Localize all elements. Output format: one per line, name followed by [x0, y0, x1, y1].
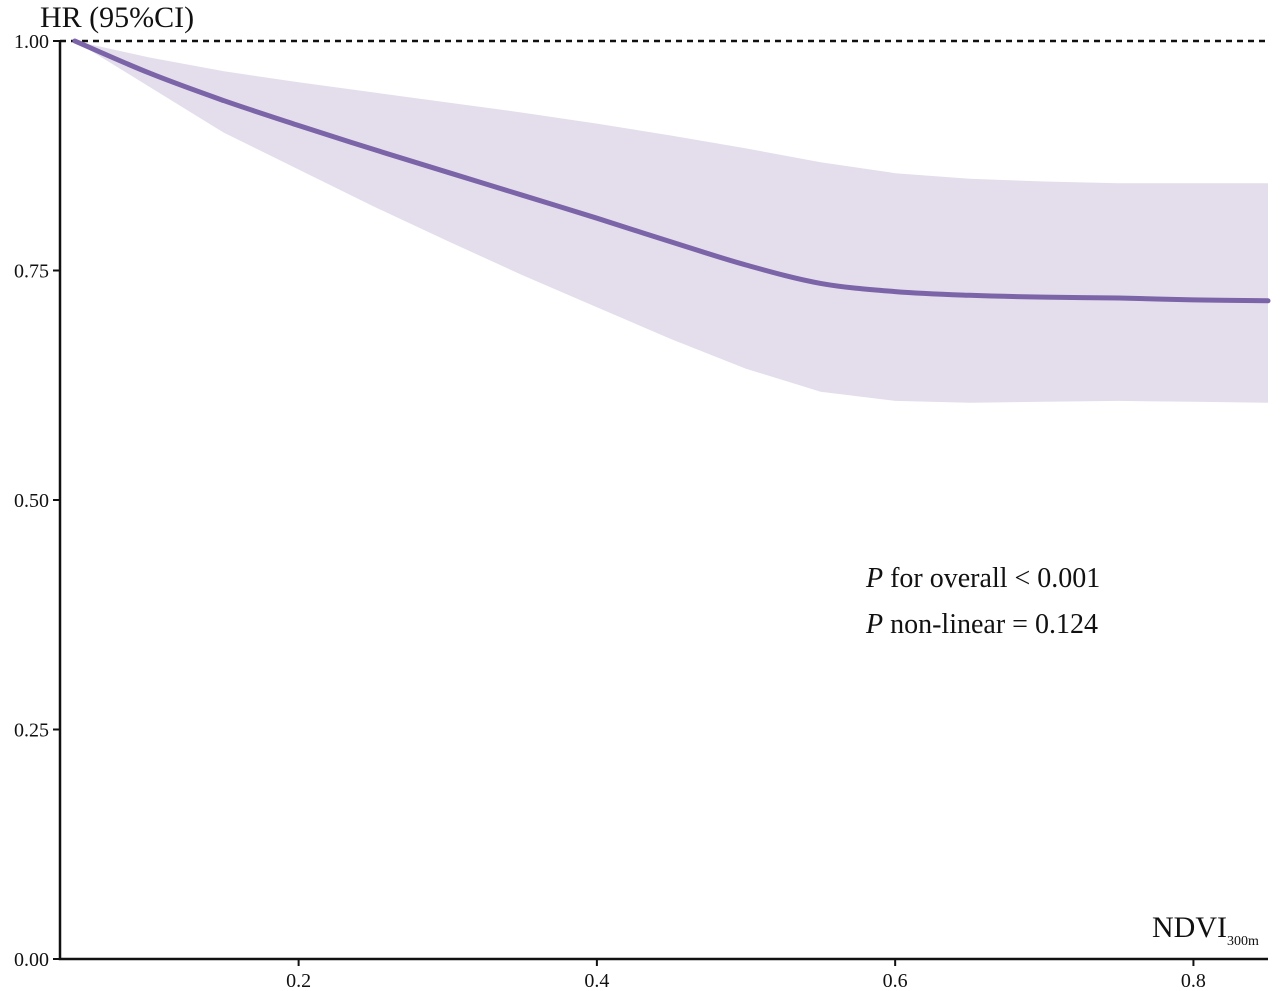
annotation-overall-p: P for overall < 0.001	[865, 563, 1100, 594]
y-tick-label: 0.25	[14, 720, 49, 742]
x-axis-title: NDVI300m	[1152, 911, 1259, 949]
annotation-nonlinear-p: P non-linear = 0.124	[865, 609, 1098, 640]
y-axis-title: HR (95%CI)	[40, 1, 194, 34]
x-tick-label: 0.8	[1181, 970, 1206, 991]
y-tick-label: 0.50	[14, 490, 49, 512]
x-tick-label: 0.2	[286, 970, 311, 991]
y-axis-ticks: 0.00 0.25 0.50 0.75 1.00	[14, 31, 60, 971]
x-tick-label: 0.4	[584, 970, 609, 991]
annotation-overall-p-text: for overall < 0.001	[883, 563, 1100, 594]
confidence-band	[74, 41, 1268, 403]
y-tick-label: 0.00	[14, 949, 49, 971]
annotation-overall-p-italic: P	[865, 563, 883, 594]
x-tick-label: 0.6	[883, 970, 908, 991]
y-tick-label: 1.00	[14, 31, 49, 53]
x-axis-ticks: 0.2 0.4 0.6 0.8	[286, 959, 1206, 991]
y-tick-label: 0.75	[14, 261, 49, 283]
x-axis-title-subscript: 300m	[1227, 934, 1259, 949]
annotation-nonlinear-p-italic: P	[865, 609, 883, 640]
x-axis-title-main: NDVI	[1152, 911, 1227, 944]
annotation-nonlinear-p-text: non-linear = 0.124	[883, 609, 1098, 640]
hr-curve	[72, 38, 1271, 304]
